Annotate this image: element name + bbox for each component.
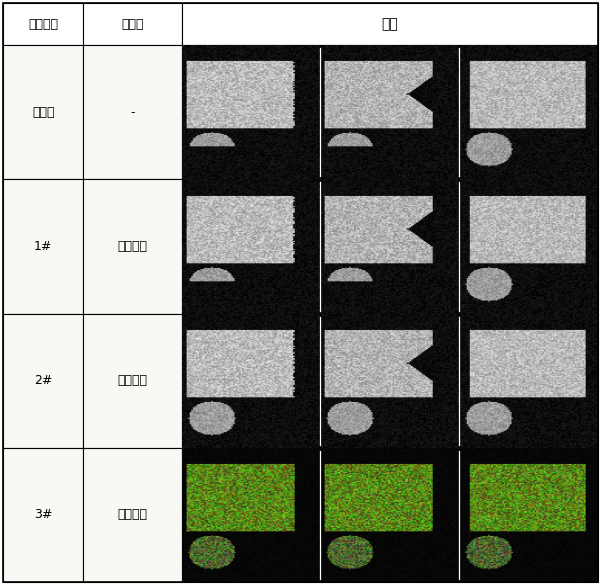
Bar (84, 180, 182, 314)
Bar (182, 314, 598, 448)
Bar (182, 3, 598, 45)
Bar (3, 314, 84, 448)
Bar (3, 448, 84, 582)
Bar (3, 45, 84, 180)
Bar (84, 314, 182, 448)
Text: 水标样: 水标样 (32, 106, 55, 119)
Text: 磁干扰: 磁干扰 (121, 18, 144, 30)
Text: 弱磁干扰: 弱磁干扰 (117, 374, 147, 387)
Bar (182, 448, 598, 582)
Bar (84, 45, 182, 180)
Bar (3, 3, 84, 45)
Bar (182, 45, 598, 180)
Text: 图像: 图像 (382, 17, 398, 31)
Text: 岩心编号: 岩心编号 (28, 18, 58, 30)
Text: 2#: 2# (34, 374, 52, 387)
Text: 无磁干扰: 无磁干扰 (117, 240, 147, 253)
Text: 1#: 1# (34, 240, 52, 253)
Bar (182, 180, 598, 314)
Bar (84, 3, 182, 45)
Text: 强磁干扰: 强磁干扰 (117, 508, 147, 521)
Bar (3, 180, 84, 314)
Bar (84, 448, 182, 582)
Text: -: - (130, 106, 135, 119)
Text: 3#: 3# (34, 508, 52, 521)
